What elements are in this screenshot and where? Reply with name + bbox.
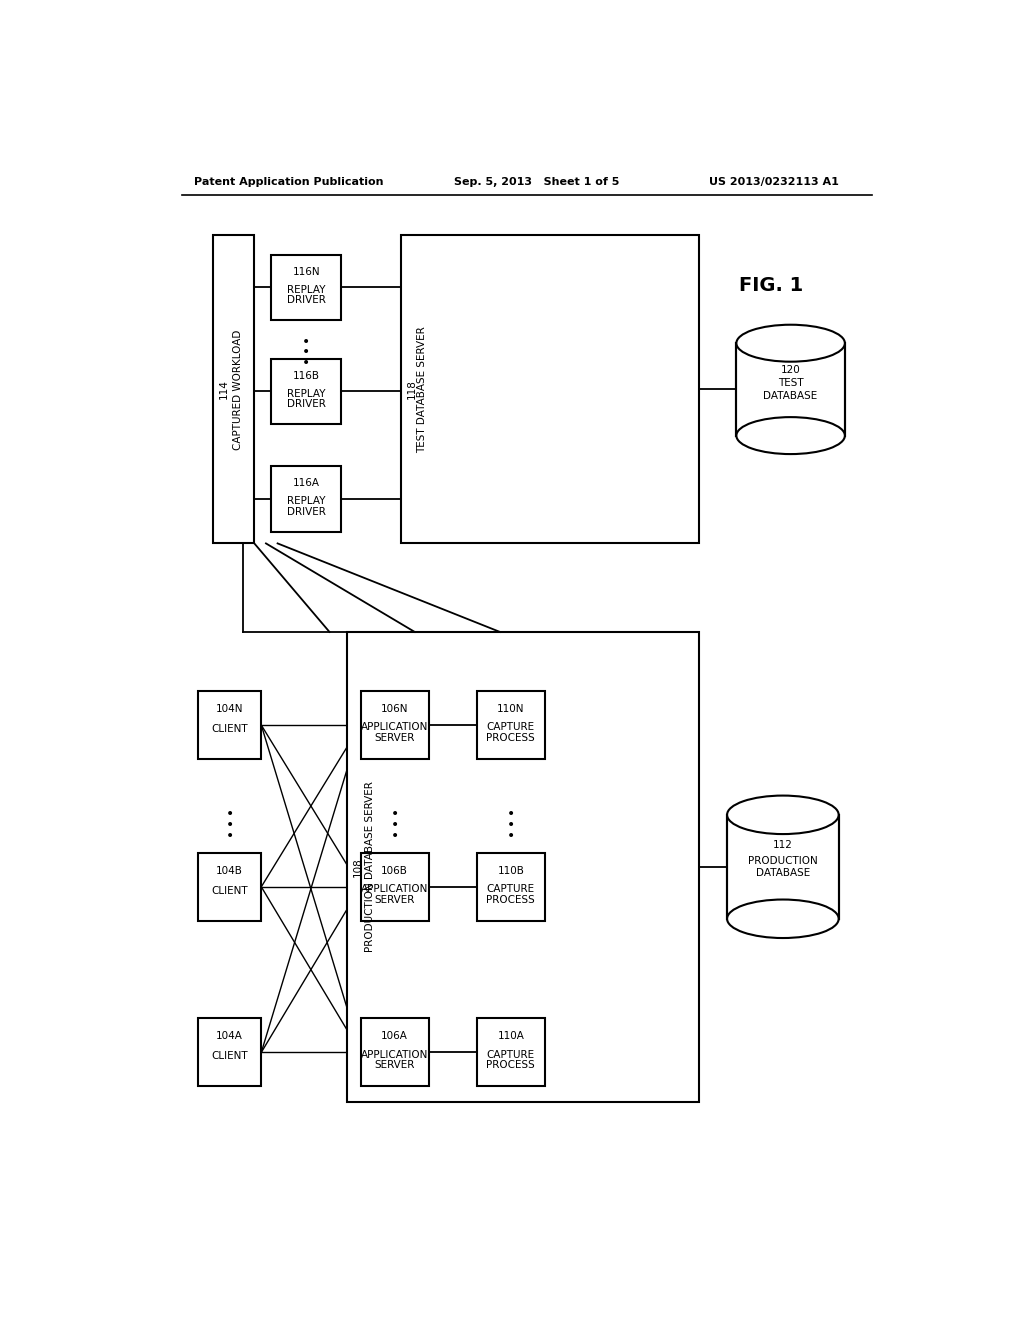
- Text: Patent Application Publication: Patent Application Publication: [194, 177, 383, 186]
- Text: CAPTURE: CAPTURE: [486, 884, 535, 894]
- Text: SERVER: SERVER: [375, 895, 415, 906]
- FancyBboxPatch shape: [477, 1019, 545, 1086]
- FancyBboxPatch shape: [477, 692, 545, 759]
- Text: 104A: 104A: [216, 1031, 243, 1041]
- FancyBboxPatch shape: [360, 692, 429, 759]
- Text: 118: 118: [407, 379, 417, 400]
- Text: TEST: TEST: [778, 379, 804, 388]
- Ellipse shape: [727, 796, 839, 834]
- Text: Sep. 5, 2013   Sheet 1 of 5: Sep. 5, 2013 Sheet 1 of 5: [454, 177, 618, 186]
- Text: •: •: [390, 818, 398, 832]
- Text: PROCESS: PROCESS: [486, 1060, 536, 1071]
- Text: PROCESS: PROCESS: [486, 895, 536, 906]
- FancyBboxPatch shape: [198, 1019, 261, 1086]
- Text: •: •: [507, 818, 515, 832]
- FancyBboxPatch shape: [360, 1019, 429, 1086]
- Text: CLIENT: CLIENT: [211, 1051, 248, 1061]
- Text: •: •: [390, 808, 398, 821]
- Text: CLIENT: CLIENT: [211, 886, 248, 896]
- Text: •: •: [225, 829, 233, 843]
- Text: 106B: 106B: [381, 866, 408, 875]
- Text: CAPTURE: CAPTURE: [486, 722, 535, 733]
- Text: 110B: 110B: [498, 866, 524, 875]
- Text: 120: 120: [780, 366, 801, 375]
- Text: •: •: [225, 808, 233, 821]
- Text: CAPTURED WORKLOAD: CAPTURED WORKLOAD: [233, 329, 243, 450]
- Text: PROCESS: PROCESS: [486, 733, 536, 743]
- Text: •: •: [390, 829, 398, 843]
- Text: US 2013/0232113 A1: US 2013/0232113 A1: [710, 177, 839, 186]
- FancyBboxPatch shape: [400, 235, 699, 544]
- FancyBboxPatch shape: [477, 853, 545, 921]
- Text: APPLICATION: APPLICATION: [360, 884, 428, 894]
- Text: •: •: [302, 346, 310, 359]
- FancyBboxPatch shape: [271, 255, 341, 321]
- FancyBboxPatch shape: [271, 466, 341, 532]
- Text: FIG. 1: FIG. 1: [739, 276, 804, 294]
- FancyBboxPatch shape: [346, 632, 699, 1102]
- Text: CAPTURE: CAPTURE: [486, 1049, 535, 1060]
- Text: DATABASE: DATABASE: [764, 391, 818, 400]
- Text: 114: 114: [219, 379, 229, 400]
- Text: •: •: [225, 818, 233, 832]
- Text: 106A: 106A: [381, 1031, 408, 1041]
- Text: REPLAY: REPLAY: [287, 388, 326, 399]
- Text: TEST DATABASE SERVER: TEST DATABASE SERVER: [418, 326, 427, 453]
- Text: 104B: 104B: [216, 866, 243, 875]
- Text: DRIVER: DRIVER: [287, 507, 326, 517]
- Text: 116N: 116N: [293, 267, 321, 277]
- Text: •: •: [302, 356, 310, 370]
- Text: 112: 112: [773, 841, 793, 850]
- Ellipse shape: [736, 417, 845, 454]
- Text: 116B: 116B: [293, 371, 319, 380]
- Text: PRODUCTION: PRODUCTION: [748, 855, 818, 866]
- Text: 110N: 110N: [497, 704, 524, 714]
- Text: APPLICATION: APPLICATION: [360, 722, 428, 733]
- Text: •: •: [302, 335, 310, 348]
- Text: DATABASE: DATABASE: [756, 869, 810, 878]
- Ellipse shape: [727, 899, 839, 939]
- FancyBboxPatch shape: [727, 814, 839, 919]
- Text: 116A: 116A: [293, 478, 319, 488]
- Text: •: •: [507, 808, 515, 821]
- Ellipse shape: [736, 325, 845, 362]
- Text: PRODUCTION DATABASE SERVER: PRODUCTION DATABASE SERVER: [365, 781, 375, 952]
- Text: 104N: 104N: [216, 704, 244, 714]
- Text: 110A: 110A: [498, 1031, 524, 1041]
- Text: CLIENT: CLIENT: [211, 723, 248, 734]
- Text: 108: 108: [352, 857, 362, 876]
- Text: DRIVER: DRIVER: [287, 296, 326, 305]
- Text: SERVER: SERVER: [375, 1060, 415, 1071]
- Text: SERVER: SERVER: [375, 733, 415, 743]
- Text: REPLAY: REPLAY: [287, 285, 326, 294]
- Text: 106N: 106N: [381, 704, 409, 714]
- FancyBboxPatch shape: [198, 853, 261, 921]
- Text: REPLAY: REPLAY: [287, 496, 326, 507]
- FancyBboxPatch shape: [736, 343, 845, 436]
- FancyBboxPatch shape: [271, 359, 341, 424]
- FancyBboxPatch shape: [360, 853, 429, 921]
- FancyBboxPatch shape: [213, 235, 254, 544]
- Text: •: •: [507, 829, 515, 843]
- Text: APPLICATION: APPLICATION: [360, 1049, 428, 1060]
- FancyBboxPatch shape: [198, 692, 261, 759]
- Text: DRIVER: DRIVER: [287, 400, 326, 409]
